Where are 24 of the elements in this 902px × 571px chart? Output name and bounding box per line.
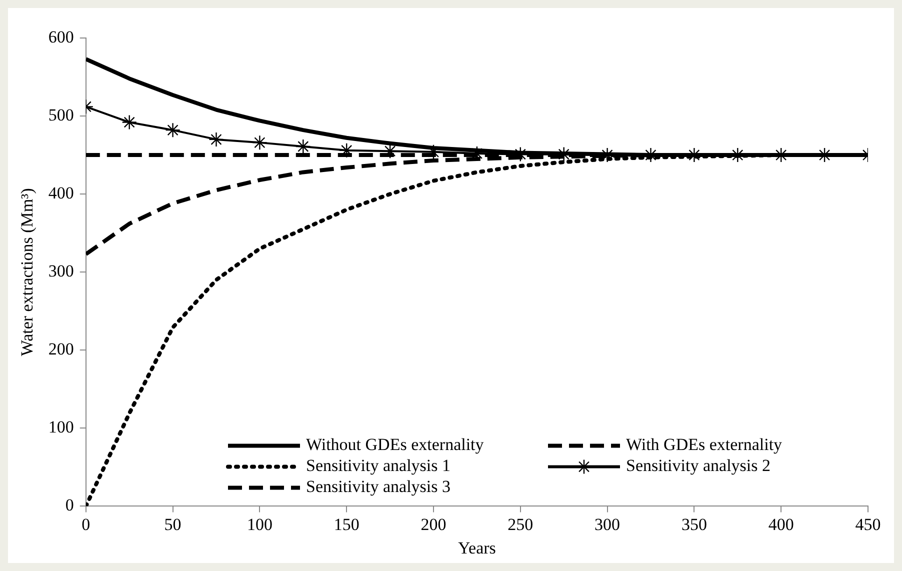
y-tick-label: 200 — [48, 340, 74, 359]
legend-label: Sensitivity analysis 3 — [306, 477, 450, 496]
legend-label: Sensitivity analysis 1 — [306, 456, 450, 476]
x-tick-label: 200 — [420, 514, 446, 534]
legend-label: Sensitivity analysis 2 — [626, 456, 770, 476]
x-tick-label: 300 — [594, 514, 620, 534]
x-axis-title: Years — [458, 538, 496, 558]
y-tick-label: 100 — [48, 418, 74, 437]
y-tick-label: 300 — [48, 262, 74, 281]
x-tick-label: 250 — [508, 514, 534, 534]
y-tick-label: 500 — [48, 106, 74, 124]
x-tick-label: 150 — [334, 514, 360, 534]
legend-label: With GDEs externality — [626, 435, 783, 454]
legend-label: Without GDEs externality — [306, 435, 484, 454]
x-tick-label: 350 — [681, 514, 707, 534]
y-tick-label: 400 — [48, 184, 74, 203]
x-tick-label: 100 — [246, 514, 272, 534]
y-tick-label: 0 — [65, 496, 74, 515]
x-tick-label: 50 — [164, 514, 182, 534]
y-axis-title: Water extractions (Mm³) — [18, 188, 37, 356]
x-tick-label: 450 — [855, 514, 881, 534]
y-tick-label: 600 — [48, 27, 74, 46]
x-tick-label: 400 — [768, 514, 794, 534]
x-tick-label: 0 — [82, 514, 90, 534]
